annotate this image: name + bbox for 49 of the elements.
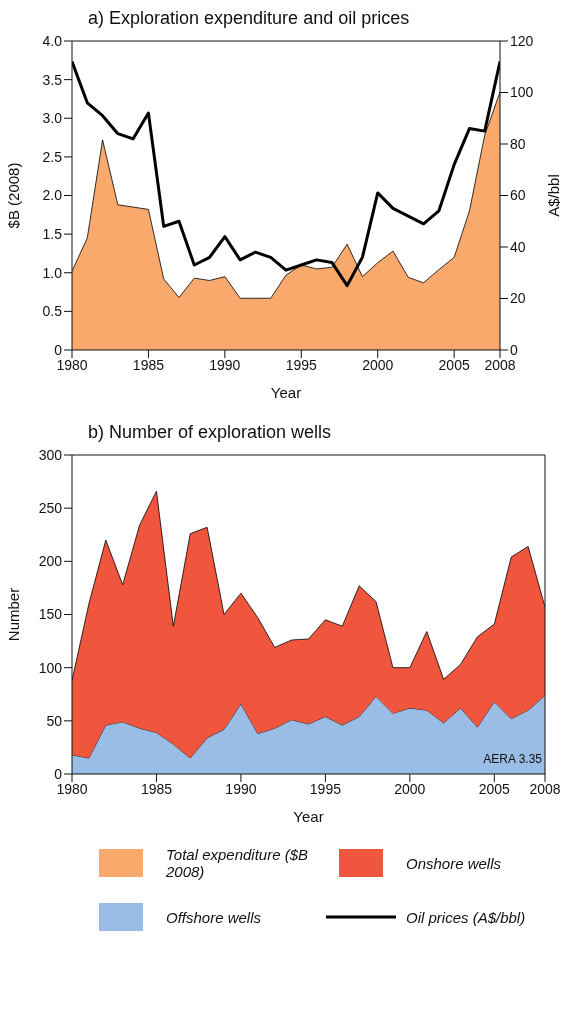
x-tick-label: 2000 (362, 356, 394, 373)
y-tick-label: 200 (38, 553, 63, 570)
y-tick-label: 2.5 (42, 148, 63, 165)
x-tick-label: 1985 (132, 356, 165, 373)
y-tick-label: 100 (38, 659, 63, 676)
y-axis-title: Number (5, 587, 23, 642)
x-tick-label: 2005 (438, 356, 470, 373)
x-tick-label: 2008 (529, 780, 561, 797)
y-axis-title: $B (2008) (5, 162, 23, 229)
chart-title: a) Exploration expenditure and oil prices (87, 8, 411, 30)
y-tick-label: 2.0 (42, 187, 63, 204)
x-tick-label: 2000 (394, 780, 426, 797)
y-tick-label: 0.5 (42, 303, 63, 320)
x-tick-label: 1995 (285, 356, 318, 373)
y2-tick-label: 100 (510, 84, 534, 101)
chart-title: b) Number of exploration wells (87, 422, 333, 444)
y-tick-label: 300 (38, 446, 63, 463)
x-tick-label: 1990 (209, 356, 241, 373)
legend-label: Offshore wells (166, 908, 263, 926)
x-axis-title: Year (270, 384, 302, 401)
y-tick-label: 250 (38, 500, 63, 517)
y-tick-label: 3.5 (42, 71, 63, 88)
annotation: AERA 3.35 (483, 752, 542, 766)
y2-tick-label: 80 (510, 135, 526, 152)
y-tick-label: 0 (54, 341, 63, 358)
legend-label: Onshore wells (406, 854, 503, 872)
legend-label: Total expenditure ($B 2008) (166, 846, 310, 880)
y2-tick-label: 0 (510, 341, 518, 358)
y2-tick-label: 60 (510, 187, 526, 204)
x-tick-label: 1990 (225, 780, 257, 797)
x-tick-label: 1980 (56, 356, 88, 373)
y-tick-label: 1.5 (42, 226, 63, 243)
x-tick-label: 1985 (140, 780, 173, 797)
x-axis-title: Year (293, 808, 324, 825)
y-tick-label: 3.0 (42, 110, 63, 127)
x-tick-label: 2008 (484, 356, 516, 373)
x-tick-label: 1980 (56, 780, 88, 797)
y2-tick-label: 120 (510, 32, 534, 49)
y2-axis-title: A$/bbl (545, 174, 563, 217)
legend-label: Oil prices (A$/bbl) (406, 908, 527, 926)
y2-tick-label: 40 (510, 238, 526, 255)
y2-tick-label: 20 (510, 290, 526, 307)
x-tick-label: 2005 (478, 780, 511, 797)
y-tick-label: 50 (46, 712, 63, 729)
y-tick-label: 150 (38, 606, 63, 623)
y-tick-label: 4.0 (42, 32, 63, 49)
x-tick-label: 1995 (309, 780, 342, 797)
y-tick-label: 0 (54, 765, 63, 782)
y-tick-label: 1.0 (42, 264, 63, 281)
